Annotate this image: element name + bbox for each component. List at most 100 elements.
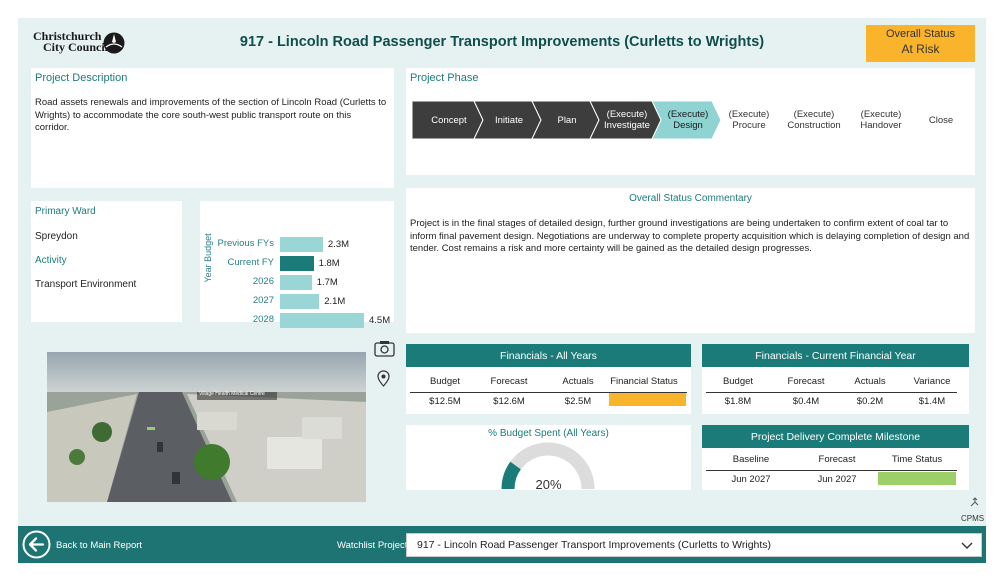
financials-current-divider bbox=[706, 392, 957, 393]
commentary-title: Overall Status Commentary bbox=[629, 193, 752, 204]
budget-row-label: Current FY bbox=[227, 257, 274, 268]
phase-step-label: Initiate bbox=[495, 114, 523, 126]
phase-chevron-1 bbox=[473, 101, 542, 139]
render-overlay-label: Village Health Medical Centre bbox=[199, 391, 265, 397]
column-header: Budget bbox=[429, 376, 461, 387]
financial-status-indicator bbox=[609, 393, 686, 406]
budget-spent-card: % Budget Spent (All Years) 20% bbox=[406, 425, 691, 492]
column-value: $2.5M bbox=[564, 396, 592, 407]
column-header: Financial Status bbox=[610, 376, 678, 387]
budget-row-label: 2028 bbox=[252, 314, 274, 325]
chevron-down-icon[interactable] bbox=[961, 542, 973, 550]
budget-bar bbox=[280, 294, 320, 309]
phase-title: Project Phase bbox=[410, 72, 479, 84]
budget-bar-value: 1.7M bbox=[316, 277, 338, 288]
phase-step-label: Concept bbox=[431, 114, 467, 126]
budget-spent-gauge bbox=[501, 442, 595, 490]
primary-ward-value: Spreydon bbox=[35, 231, 78, 242]
phase-step-label: Plan bbox=[557, 114, 577, 126]
report-canvas: Christchurch City Council 917 - Lincoln … bbox=[18, 18, 986, 563]
logo-line-1: Christchurch bbox=[33, 29, 102, 43]
back-arrow-icon[interactable] bbox=[22, 530, 51, 559]
budget-bar bbox=[280, 313, 364, 328]
cpms-icon[interactable] bbox=[969, 497, 981, 508]
milestone-divider bbox=[706, 470, 957, 471]
financials-all-years-card: Financials - All Years Budget $12.5M Forec… bbox=[406, 344, 691, 414]
column-header: Baseline bbox=[732, 454, 770, 465]
phase-step-label: (Execute) Handover bbox=[860, 109, 902, 131]
back-to-main-report-link[interactable]: Back to Main Report bbox=[56, 540, 143, 551]
camera-icon[interactable] bbox=[374, 340, 395, 357]
selected-project: 917 - Lincoln Road Passenger Transport I… bbox=[417, 539, 772, 551]
overall-status-badge: Overall Status At Risk bbox=[866, 25, 975, 62]
phase-step-label: Close bbox=[928, 114, 954, 126]
footer-bar: Back to Main Report Watchlist Project: 9… bbox=[18, 526, 986, 563]
column-header: Forecast bbox=[787, 376, 825, 387]
budget-row-label: 2026 bbox=[252, 276, 274, 287]
year-budget-chart: Year Budget Previous FYs 2.3M Current FY 1.… bbox=[200, 201, 394, 328]
page-title: 917 - Lincoln Road Passenger Transport I… bbox=[239, 34, 765, 50]
column-header: Actuals bbox=[854, 376, 886, 387]
budget-row-label: Previous FYs bbox=[217, 238, 275, 249]
description-text: Road assets renewals and improvements of… bbox=[35, 97, 387, 133]
financials-all-divider bbox=[410, 392, 687, 393]
map-pin-icon[interactable] bbox=[377, 370, 390, 387]
budget-bar-value: 4.5M bbox=[369, 315, 391, 326]
phase-step-label: (Execute) Design bbox=[667, 109, 709, 131]
budget-spent-value: 20% bbox=[535, 477, 562, 492]
column-value: $0.4M bbox=[792, 396, 820, 407]
cpms-label[interactable]: CPMS bbox=[961, 514, 985, 523]
road-render-illustration bbox=[47, 352, 366, 502]
phase-chevron-row: Concept Initiate Plan (Execute) Investigate… bbox=[412, 101, 962, 139]
column-value: $0.2M bbox=[856, 396, 884, 407]
gauge-filled-arc bbox=[501, 461, 522, 490]
phase-step-label: (Execute) Construction bbox=[787, 109, 841, 131]
budget-bar bbox=[280, 237, 323, 252]
column-value: $12.6M bbox=[493, 396, 525, 407]
cathedral-logo-icon bbox=[103, 32, 125, 54]
financials-current-title: Financials - Current Financial Year bbox=[702, 344, 969, 367]
phase-chevron-2 bbox=[531, 101, 600, 139]
budget-bar-value: 1.8M bbox=[318, 258, 340, 269]
watchlist-label: Watchlist Project: bbox=[337, 540, 411, 551]
commentary-text: Project is in the final stages of detail… bbox=[410, 218, 970, 254]
milestone-card: Project Delivery Complete Milestone Base… bbox=[702, 425, 969, 490]
milestone-title: Project Delivery Complete Milestone bbox=[702, 425, 969, 448]
project-render-image: Village Health Medical Centre bbox=[47, 352, 366, 502]
phase-step-label: (Execute) Investigate bbox=[604, 109, 650, 131]
status-label: Overall Status bbox=[885, 28, 956, 40]
column-value: $1.4M bbox=[918, 396, 946, 407]
phase-chevron-4 bbox=[651, 101, 722, 139]
project-description-card: Project Description Road assets renewals… bbox=[31, 68, 394, 188]
column-header: Time Status bbox=[891, 454, 943, 465]
description-title: Project Description bbox=[35, 72, 128, 84]
column-value: Jun 2027 bbox=[731, 474, 771, 485]
gauge-remaining-arc bbox=[510, 442, 595, 490]
time-status-indicator bbox=[878, 472, 956, 485]
council-logo: Christchurch City Council bbox=[33, 29, 125, 54]
phase-chevron-shapes bbox=[412, 101, 722, 139]
column-value: Jun 2027 bbox=[817, 474, 857, 485]
phase-chevron-3 bbox=[589, 101, 662, 139]
watchlist-project-dropdown[interactable]: 917 - Lincoln Road Passenger Transport I… bbox=[406, 533, 982, 557]
phase-step-label: (Execute) Procure bbox=[728, 109, 770, 131]
budget-row-label: 2027 bbox=[252, 295, 274, 306]
activity-label: Activity bbox=[35, 255, 67, 266]
phase-chevron-0 bbox=[412, 101, 484, 139]
financials-current-fy-card: Financials - Current Financial Year Budg… bbox=[702, 344, 969, 414]
ward-activity-card: Primary Ward Spreydon Activity Transport… bbox=[31, 201, 182, 322]
status-value: At Risk bbox=[901, 42, 940, 56]
budget-bar bbox=[280, 256, 314, 271]
column-header: Actuals bbox=[562, 376, 594, 387]
column-value: $1.8M bbox=[724, 396, 752, 407]
logo-line-2: City Council bbox=[43, 40, 109, 54]
activity-value: Transport Environment bbox=[35, 279, 137, 290]
budget-bar-value: 2.1M bbox=[324, 296, 346, 307]
budget-bar-value: 2.3M bbox=[327, 239, 350, 250]
project-phase-card: Project Phase Concept Initiate Plan (Execut… bbox=[406, 68, 975, 175]
column-header: Forecast bbox=[818, 454, 856, 465]
primary-ward-label: Primary Ward bbox=[35, 206, 96, 217]
financials-all-title: Financials - All Years bbox=[406, 344, 691, 367]
column-header: Budget bbox=[722, 376, 754, 387]
column-value: $12.5M bbox=[429, 396, 461, 407]
